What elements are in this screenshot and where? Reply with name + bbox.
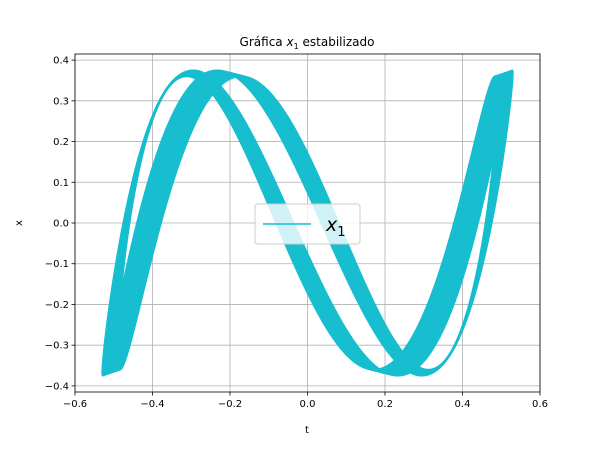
chart-title-variable: x — [285, 35, 294, 49]
y-tick-label: 0.1 — [53, 178, 69, 189]
x-axis-label: t — [305, 425, 309, 436]
plot-area — [101, 69, 514, 377]
x-tick-label: 0.4 — [455, 399, 471, 410]
y-tick-label: −0.2 — [45, 300, 69, 311]
y-tick-label: −0.3 — [45, 341, 69, 352]
chart-title: Gráfica x1 estabilizado — [240, 35, 375, 51]
y-tick-label: 0.3 — [53, 96, 69, 107]
y-axis-label: x — [14, 220, 25, 226]
series-layer — [101, 69, 514, 377]
chart-title-prefix: Gráfica — [240, 35, 283, 49]
x-tick-label: −0.4 — [140, 399, 164, 410]
x-tick-label: 0.6 — [532, 399, 548, 410]
x-tick-label: −0.2 — [218, 399, 242, 410]
legend-label-x1: x1 — [325, 214, 346, 240]
y-tick-label: 0.2 — [53, 137, 69, 148]
y-tick-label: 0.4 — [53, 56, 69, 67]
y-tick-label: 0.0 — [53, 219, 69, 230]
chart-title-subscript: 1 — [294, 42, 299, 51]
series-trajectory-line — [101, 69, 514, 377]
legend: x1 — [254, 203, 361, 245]
x-tick-label: −0.6 — [63, 399, 87, 410]
y-tick-label: −0.1 — [45, 259, 69, 270]
legend-label-subscript: 1 — [337, 225, 345, 240]
chart-title-suffix: estabilizado — [303, 35, 375, 49]
legend-label-variable: x — [325, 214, 338, 236]
tick-layer: −0.6 −0.4 −0.2 0.0 0.2 0.4 0.6 −0.4 −0.3 −0.2 −0.1… — [45, 56, 548, 410]
x-tick-label: 0.2 — [377, 399, 393, 410]
x-tick-label: 0.0 — [300, 399, 316, 410]
y-tick-label: −0.4 — [45, 381, 69, 392]
